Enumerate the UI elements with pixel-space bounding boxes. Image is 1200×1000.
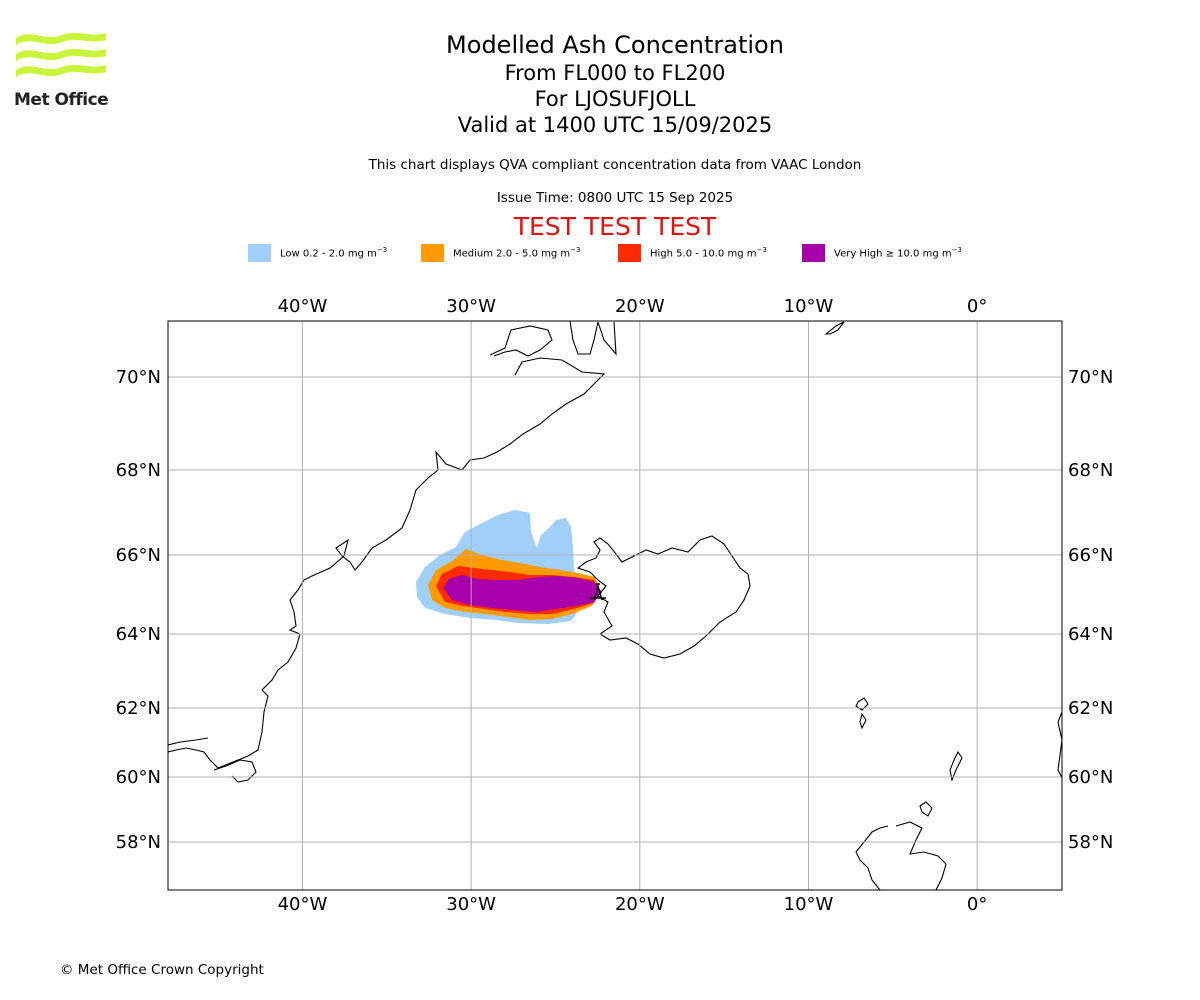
longitude-label-top: 10°W (784, 296, 834, 317)
jan-mayen (824, 321, 845, 335)
longitude-label-top: 30°W (446, 296, 496, 317)
longitude-label-bottom: 30°W (446, 894, 496, 915)
flight-level-range: From FL000 to FL200 (504, 61, 726, 85)
legend-label-very-high: Very High ≥ 10.0 mg m−3 (834, 246, 962, 260)
scotland-coast (855, 821, 947, 890)
chart-title: Modelled Ash Concentration (446, 31, 784, 59)
coastlines (168, 321, 1062, 890)
longitude-label-top: 0° (967, 296, 987, 317)
copyright-footer: © Met Office Crown Copyright (60, 962, 264, 978)
iceland-coast (576, 535, 751, 659)
longitude-label-bottom: 40°W (278, 894, 328, 915)
legend-swatch-high (618, 244, 641, 262)
chart-title-block: Modelled Ash Concentration From FL000 to… (315, 30, 915, 138)
latitude-label-right: 64°N (1068, 624, 1113, 645)
axis-labels: 40°W 40°W 30°W 30°W 20°W 20°W 10°W 10°W 0° 0° 70°N… (116, 296, 1114, 915)
issue-time: Issue Time: 0800 UTC 15 Sep 2025 (496, 190, 734, 206)
gridlines (168, 321, 1062, 890)
legend-swatch-low (248, 244, 271, 262)
latitude-label-right: 70°N (1068, 367, 1113, 388)
test-banner: TEST TEST TEST (513, 212, 717, 241)
greenland-south-tip (213, 759, 257, 783)
met-office-logo-text: Met Office (14, 90, 109, 110)
latitude-label-left: 58°N (116, 832, 161, 853)
greenland-coast (168, 321, 617, 769)
legend-item-high: High 5.0 - 10.0 mg m−3 (618, 244, 767, 262)
latitude-label-right: 60°N (1068, 767, 1113, 788)
legend-swatch-very-high (802, 244, 825, 262)
legend-item-medium: Medium 2.0 - 5.0 mg m−3 (421, 244, 580, 262)
chart-description: This chart displays QVA compliant concen… (368, 157, 862, 173)
norway-coast (1057, 711, 1062, 779)
latitude-label-left: 64°N (116, 624, 161, 645)
met-office-logo: Met Office (14, 30, 110, 114)
longitude-label-top: 40°W (278, 296, 328, 317)
legend-swatch-medium (421, 244, 444, 262)
latitude-label-right: 66°N (1068, 545, 1113, 566)
latitude-label-left: 60°N (116, 767, 161, 788)
latitude-label-right: 68°N (1068, 460, 1113, 481)
latitude-label-left: 68°N (116, 460, 161, 481)
met-office-waves-icon (16, 32, 106, 77)
valid-time: Valid at 1400 UTC 15/09/2025 (457, 113, 773, 137)
latitude-label-left: 62°N (116, 698, 161, 719)
longitude-label-bottom: 10°W (784, 894, 834, 915)
longitude-label-bottom: 0° (967, 894, 987, 915)
map-background (168, 321, 1062, 890)
legend-label-medium: Medium 2.0 - 5.0 mg m−3 (453, 246, 581, 260)
legend-label-low: Low 0.2 - 2.0 mg m−3 (280, 246, 388, 260)
longitude-label-top: 20°W (615, 296, 665, 317)
longitude-label-bottom: 20°W (615, 894, 665, 915)
volcano-marker (590, 583, 606, 601)
volcano-name: For LJOSUFJOLL (534, 87, 696, 111)
map-frame (167, 320, 1063, 891)
shetland-islands (919, 750, 963, 817)
latitude-label-left: 66°N (116, 545, 161, 566)
faroe-islands (855, 697, 869, 730)
latitude-label-left: 70°N (116, 367, 161, 388)
legend-item-very-high: Very High ≥ 10.0 mg m−3 (802, 244, 962, 262)
latitude-label-right: 58°N (1068, 832, 1113, 853)
legend-item-low: Low 0.2 - 2.0 mg m−3 (248, 244, 387, 262)
legend-label-high: High 5.0 - 10.0 mg m−3 (650, 246, 767, 260)
ash-area-very-high (443, 575, 602, 612)
latitude-label-right: 62°N (1068, 698, 1113, 719)
